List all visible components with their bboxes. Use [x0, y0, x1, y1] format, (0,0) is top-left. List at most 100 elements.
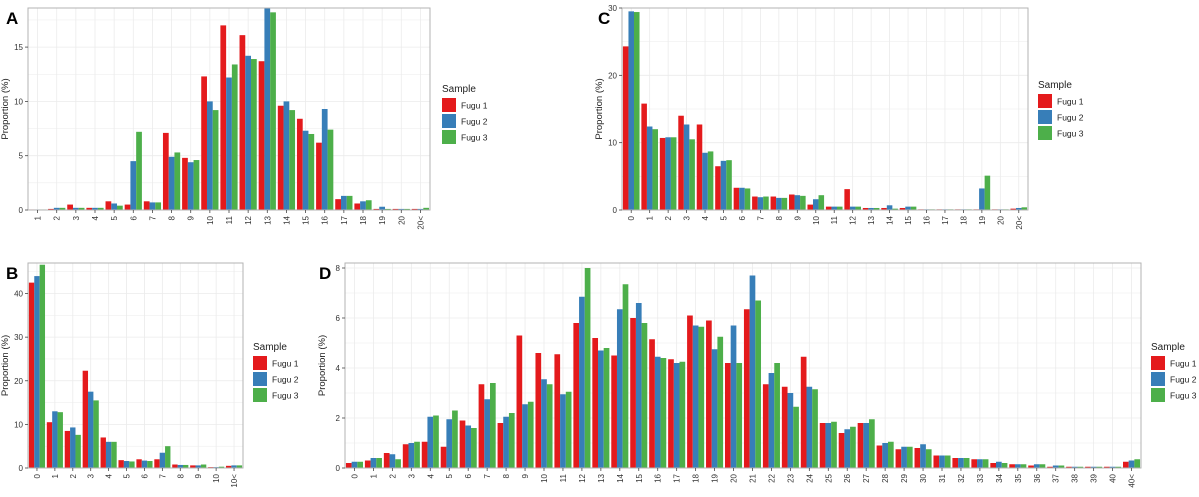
bar-a-fugu3-10 [212, 110, 219, 210]
bar-d-fugu1-9 [516, 335, 523, 468]
bar-c-fugu3-2 [670, 137, 677, 210]
bar-b-fugu1-6 [136, 459, 142, 468]
bar-d-fugu2-9 [522, 404, 528, 468]
x-tick-label: 32 [957, 473, 966, 482]
x-tick-label: 20 [996, 215, 1005, 224]
bar-d-fugu3-1 [376, 458, 382, 468]
x-tick-label: 16 [923, 215, 932, 224]
bar-d-fugu1-6 [459, 420, 466, 468]
bar-d-fugu2-4 [427, 416, 434, 468]
bar-d-fugu3-22 [774, 363, 780, 468]
y-tick-label: 40 [14, 290, 23, 299]
bar-d-fugu3-37 [1058, 465, 1065, 468]
x-tick-label: 10 [212, 473, 221, 482]
bar-d-fugu3-38 [1077, 466, 1084, 468]
x-tick-label: 9 [187, 215, 196, 220]
x-tick-label: 26 [843, 473, 852, 482]
bar-c-fugu2-11 [831, 206, 837, 210]
bar-b-fugu3-5 [129, 461, 135, 468]
x-tick-label: 22 [767, 473, 776, 482]
bar-a-fugu3-9 [193, 160, 200, 210]
bar-b-fugu2-3 [88, 391, 94, 468]
y-tick-label: 20 [14, 377, 23, 386]
bar-c-fugu3-5 [726, 160, 732, 210]
bar-d-fugu3-21 [755, 300, 762, 468]
bar-a-fugu2-3 [72, 207, 79, 210]
bar-d-fugu2-29 [901, 446, 907, 468]
bar-c-fugu2-9 [794, 195, 801, 210]
bar-d-fugu3-8 [508, 413, 515, 468]
bar-b-fugu2-6 [141, 460, 148, 468]
bar-d-fugu3-16 [660, 358, 667, 468]
bar-c-fugu3-4 [707, 151, 714, 210]
y-tick-label: 10 [14, 97, 23, 106]
bar-a-fugu1-20plus [411, 208, 418, 210]
x-tick-label: 3 [683, 215, 692, 220]
bar-b-fugu1-3 [82, 370, 89, 468]
y-axis-label: Proportion (%) [317, 335, 328, 396]
bar-d-fugu1-8 [497, 423, 504, 468]
x-tick-label: 38 [1071, 473, 1080, 482]
bar-a-fugu1-4 [86, 207, 93, 210]
bar-a-fugu1-7 [143, 201, 150, 210]
bar-b-fugu1-1 [46, 422, 53, 468]
bar-c-fugu2-20plus [1016, 207, 1022, 210]
bar-a-fugu2-6 [130, 161, 137, 210]
bar-a-fugu2-20plus [417, 208, 424, 210]
bar-a-fugu1-2 [48, 208, 54, 210]
bar-d-fugu2-35 [1014, 464, 1021, 468]
bar-d-fugu3-30 [925, 449, 932, 468]
x-tick-label: 6 [129, 215, 138, 220]
bar-d-fugu2-10 [541, 379, 547, 468]
bar-a-fugu2-12 [245, 55, 252, 210]
bar-d-fugu1-12 [573, 323, 580, 468]
legend: Sample Fugu 1 Fugu 2 Fugu 3 [442, 84, 488, 144]
x-tick-label: 4 [701, 215, 710, 220]
legend: Sample Fugu 1 Fugu 2 Fugu 3 [1151, 342, 1197, 402]
bar-b-fugu1-5 [118, 460, 124, 468]
bar-b-fugu1-0 [28, 282, 35, 468]
legend-swatch [1151, 356, 1165, 370]
bar-b-fugu1-2 [64, 430, 71, 468]
bar-d-fugu2-34 [996, 461, 1002, 468]
bar-c-fugu2-3 [683, 124, 690, 210]
legend-entry: Fugu 1 [272, 359, 299, 369]
bar-b-fugu2-2 [70, 427, 76, 468]
bar-c-fugu3-13 [873, 207, 880, 210]
x-tick-label: 9 [194, 473, 203, 478]
bar-d-fugu3-15 [641, 323, 648, 468]
bar-a-fugu2-2 [53, 207, 60, 210]
bar-a-fugu3-2 [59, 207, 66, 210]
x-tick-label: 9 [793, 215, 802, 220]
bar-c-fugu2-8 [776, 197, 782, 210]
bar-d-fugu2-20 [730, 325, 737, 468]
bar-a-fugu1-14 [277, 105, 284, 210]
legend-swatch [442, 114, 456, 128]
panel-letter: A [6, 9, 18, 28]
bar-b-fugu1-9 [190, 465, 196, 468]
bar-c-fugu1-8 [770, 196, 777, 210]
bar-a-fugu3-18 [365, 200, 372, 210]
bar-d-fugu2-6 [465, 425, 472, 468]
x-tick-label: 8 [775, 215, 784, 220]
plot-border [27, 262, 244, 469]
bar-d-fugu1-23 [781, 386, 788, 468]
bar-d-fugu1-15 [630, 318, 636, 468]
bar-d-fugu1-2 [383, 453, 390, 468]
x-tick-label: 9 [521, 473, 530, 478]
legend: Sample Fugu 1 Fugu 2 Fugu 3 [253, 342, 299, 402]
x-tick-label: 7 [756, 215, 765, 220]
bar-d-fugu1-3 [402, 444, 409, 468]
x-tick-label: 6 [464, 473, 473, 478]
bar-d-fugu3-23 [793, 406, 799, 468]
bar-d-fugu1-5 [440, 446, 447, 468]
bar-d-fugu2-13 [598, 350, 604, 468]
bar-d-fugu2-24 [806, 386, 813, 468]
bar-b-fugu1-4 [100, 437, 106, 468]
bar-d-fugu2-1 [370, 458, 377, 468]
bar-d-fugu3-5 [452, 410, 458, 468]
bar-a-fugu3-16 [327, 129, 334, 210]
bar-d-fugu2-23 [787, 393, 794, 468]
bar-d-fugu3-14 [622, 284, 629, 468]
